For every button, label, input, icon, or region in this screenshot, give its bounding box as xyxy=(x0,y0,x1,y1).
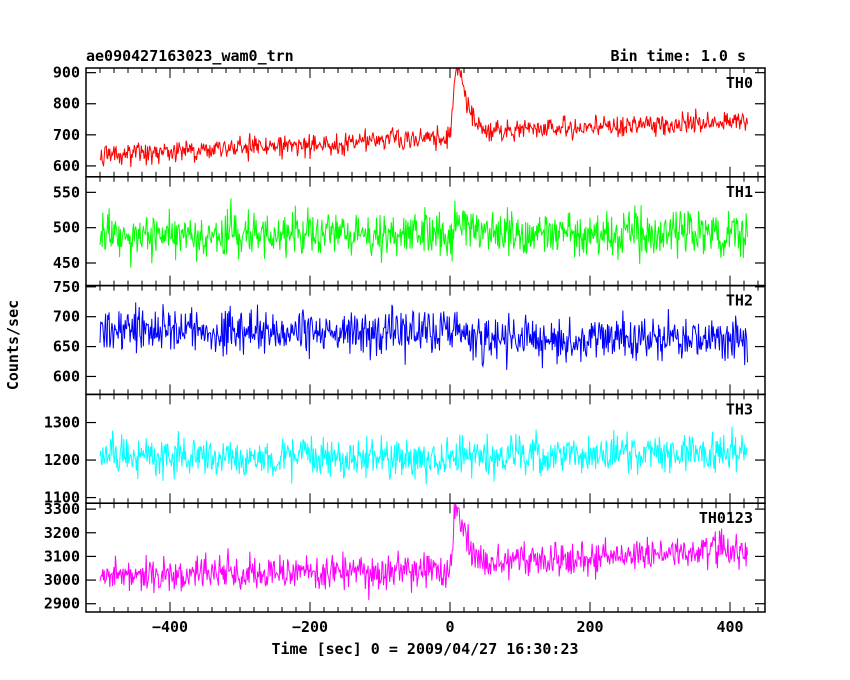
panel-label-th0123: TH0123 xyxy=(699,509,753,527)
panel-th1: 450 500 550 TH1 xyxy=(53,176,766,287)
y-tick-label: 600 xyxy=(53,367,80,385)
x-tick-label: 400 xyxy=(716,618,743,636)
panel-th0: 600 700 800 900 TH0 xyxy=(53,64,766,178)
y-tick-label: 1200 xyxy=(44,451,80,469)
bin-time-label: Bin time: 1.0 s xyxy=(611,47,746,65)
panel-label-th0: TH0 xyxy=(726,74,753,92)
y-tick-label: 3200 xyxy=(44,524,80,542)
y-tick-label: 800 xyxy=(53,95,80,113)
panel-th0123: 2900 3000 3100 3200 3300 TH0123 xyxy=(44,500,766,613)
x-tick-label: 200 xyxy=(576,618,603,636)
x-tick-label: −200 xyxy=(292,618,328,636)
series-line-th0123 xyxy=(99,503,748,601)
x-axis-label: Time [sec] 0 = 2009/04/27 16:30:23 xyxy=(271,640,578,658)
panel-label-th3: TH3 xyxy=(726,400,753,418)
y-tick-label: 650 xyxy=(53,338,80,356)
y-tick-label: 3300 xyxy=(44,500,80,518)
panel-stack: 600 700 800 900 TH0 450 500 550 TH1 600 650 700 750 T… xyxy=(44,64,766,636)
x-tick-label: −400 xyxy=(152,618,188,636)
x-tick-label: 0 xyxy=(445,618,454,636)
y-tick-label: 700 xyxy=(53,308,80,326)
panel-label-th1: TH1 xyxy=(726,183,753,201)
y-tick-label: 900 xyxy=(53,64,80,82)
y-tick-label: 3100 xyxy=(44,547,80,565)
series-line-th2 xyxy=(99,302,748,370)
y-tick-label: 500 xyxy=(53,219,80,237)
y-tick-label: 1300 xyxy=(44,414,80,432)
y-tick-label: 2900 xyxy=(44,595,80,613)
chart-title: ae090427163023_wam0_trn xyxy=(86,47,294,65)
y-tick-label: 3000 xyxy=(44,571,80,589)
y-axis-label: Counts/sec xyxy=(4,300,22,390)
panel-th2: 600 650 700 750 TH2 xyxy=(53,278,766,396)
series-line-th1 xyxy=(99,198,748,268)
panel-label-th2: TH2 xyxy=(726,292,753,310)
y-tick-label: 1100 xyxy=(44,489,80,507)
y-tick-label: 700 xyxy=(53,126,80,144)
y-tick-label: 450 xyxy=(53,254,80,272)
y-tick-label: 550 xyxy=(53,183,80,201)
panel-frame xyxy=(85,393,766,504)
series-line-th3 xyxy=(99,426,748,485)
y-tick-label: 600 xyxy=(53,157,80,175)
panel-frame xyxy=(85,502,766,613)
series-line-th0 xyxy=(99,68,748,168)
y-tick-label: 750 xyxy=(53,278,80,296)
panel-th3: 1100 1200 1300 TH3 xyxy=(44,393,766,507)
